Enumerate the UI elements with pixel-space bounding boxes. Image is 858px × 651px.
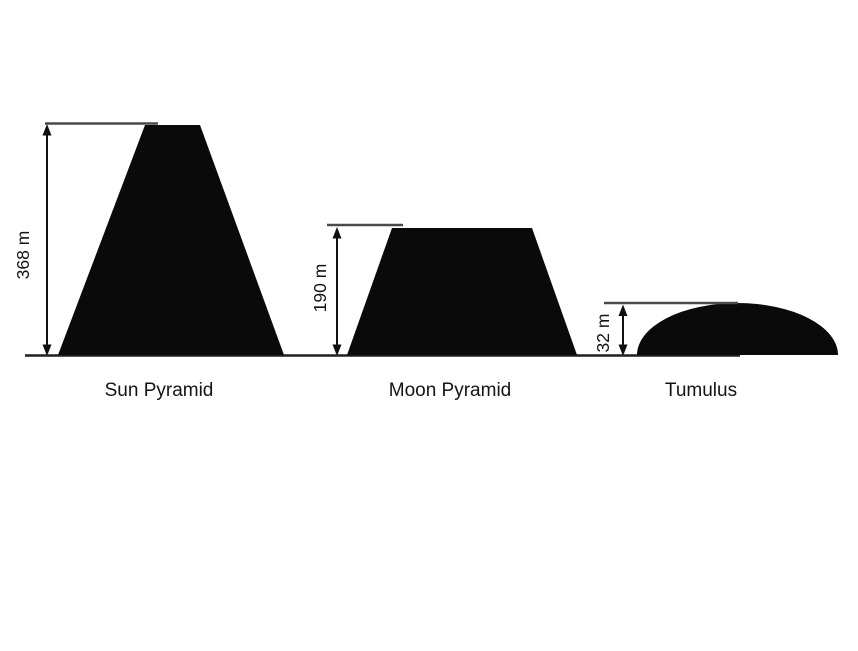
moon-arrow-down-head-icon [332, 344, 342, 356]
moon-pyramid-name-label: Moon Pyramid [389, 380, 512, 401]
moon-pyramid-silhouette [347, 228, 577, 355]
moon-pyramid-height-arrow [332, 227, 342, 356]
tumulus-name-label: Tumulus [665, 380, 737, 401]
sun-pyramid-name-label: Sun Pyramid [105, 380, 214, 401]
moon-pyramid-height-value: 190 m [310, 264, 330, 313]
tumulus-height-arrow [618, 304, 628, 356]
tumulus-arrow-down-head-icon [618, 344, 628, 356]
sun-arrow-up-head-icon [42, 124, 52, 136]
tumulus-silhouette [637, 303, 838, 355]
sun-arrow-down-head-icon [42, 344, 52, 356]
tumulus-arrow-up-head-icon [618, 304, 628, 316]
sun-pyramid-height-value: 368 m [13, 231, 33, 280]
tumulus-height-value: 32 m [593, 314, 613, 353]
sun-pyramid-silhouette [58, 125, 284, 355]
moon-arrow-up-head-icon [332, 227, 342, 239]
sun-pyramid-height-arrow [42, 124, 52, 356]
